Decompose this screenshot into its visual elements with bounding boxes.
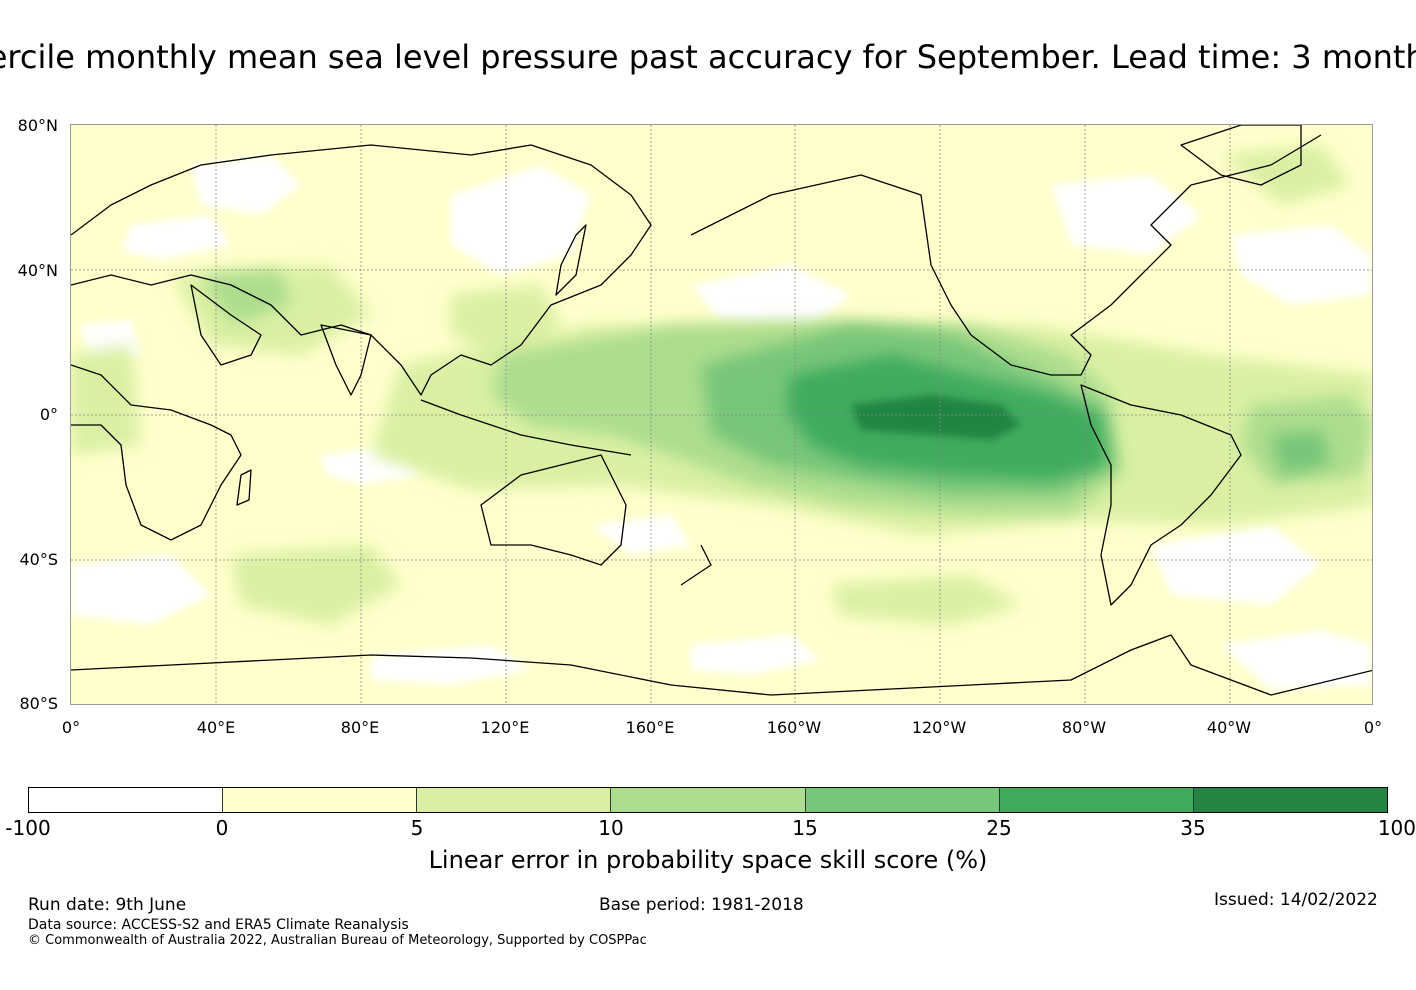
colorbar-segment-7 bbox=[1193, 788, 1387, 812]
australia-outline bbox=[480, 454, 627, 566]
skill-35-100-areas bbox=[851, 395, 1021, 440]
lat-label-0: 0° bbox=[39, 405, 58, 424]
eurasia-outline bbox=[71, 144, 652, 396]
indonesia-outline bbox=[420, 399, 632, 456]
south-america-outline bbox=[1080, 384, 1242, 606]
colorbar-segment-6 bbox=[999, 788, 1194, 812]
colorbar-segment-2 bbox=[223, 788, 418, 812]
lat-label-80s: 80°S bbox=[19, 694, 58, 713]
map-title: Tercile monthly mean sea level pressure … bbox=[0, 38, 1416, 82]
colorbar-tick: 100 bbox=[1377, 816, 1416, 840]
lon-label-160w: 160°W bbox=[766, 718, 822, 737]
lon-label-40e: 40°E bbox=[196, 718, 236, 737]
lon-label-120e: 120°E bbox=[480, 718, 530, 737]
lon-label-160e: 160°E bbox=[625, 718, 675, 737]
lat-label-40n: 40°N bbox=[17, 261, 58, 280]
lon-label-40w: 40°W bbox=[1206, 718, 1252, 737]
map-title-text: Tercile monthly mean sea level pressure … bbox=[0, 38, 1416, 76]
lon-label-120w: 120°W bbox=[911, 718, 967, 737]
run-date: Run date: 9th June bbox=[28, 895, 187, 915]
lon-label-0-end: 0° bbox=[1363, 718, 1383, 737]
copyright: © Commonwealth of Australia 2022, Austra… bbox=[28, 933, 647, 948]
india-outline bbox=[320, 324, 372, 396]
colorbar-tick: 5 bbox=[410, 816, 424, 840]
map-canvas bbox=[71, 125, 1372, 704]
colorbar-tick: 15 bbox=[792, 816, 818, 840]
colorbar-tick: 0 bbox=[215, 816, 229, 840]
africa-outline bbox=[71, 364, 242, 541]
colorbar-tick: -100 bbox=[5, 816, 51, 840]
arabia-outline bbox=[190, 284, 262, 366]
base-period: Base period: 1981-2018 bbox=[599, 895, 804, 915]
lon-label-80e: 80°E bbox=[340, 718, 380, 737]
lon-label-0: 0° bbox=[61, 718, 81, 737]
colorbar-segment-5 bbox=[805, 788, 1000, 812]
madagascar-outline bbox=[236, 469, 252, 506]
colorbar-segment-4 bbox=[611, 788, 806, 812]
greenland-outline bbox=[1180, 125, 1302, 186]
north-america-outline bbox=[690, 134, 1322, 376]
colorbar-tick: 10 bbox=[598, 816, 624, 840]
coastlines bbox=[71, 125, 1372, 696]
colorbar-segment-3 bbox=[417, 788, 612, 812]
japan-outline bbox=[555, 224, 587, 296]
data-source: Data source: ACCESS-S2 and ERA5 Climate … bbox=[28, 917, 409, 933]
lat-label-40s: 40°S bbox=[19, 550, 58, 569]
graticule bbox=[71, 125, 1372, 704]
issued-date: Issued: 14/02/2022 bbox=[1214, 890, 1378, 910]
antarctica-outline bbox=[71, 634, 1372, 696]
colorbar-tick: 35 bbox=[1180, 816, 1206, 840]
colorbar-label: Linear error in probability space skill … bbox=[428, 846, 988, 874]
colorbar-tick: 25 bbox=[986, 816, 1012, 840]
new-zealand-outline bbox=[680, 544, 712, 586]
skill-score-map bbox=[70, 124, 1373, 705]
lon-label-80w: 80°W bbox=[1061, 718, 1107, 737]
lat-label-80n: 80°N bbox=[17, 116, 58, 135]
colorbar-segment-1 bbox=[29, 788, 224, 812]
colorbar bbox=[28, 787, 1388, 813]
